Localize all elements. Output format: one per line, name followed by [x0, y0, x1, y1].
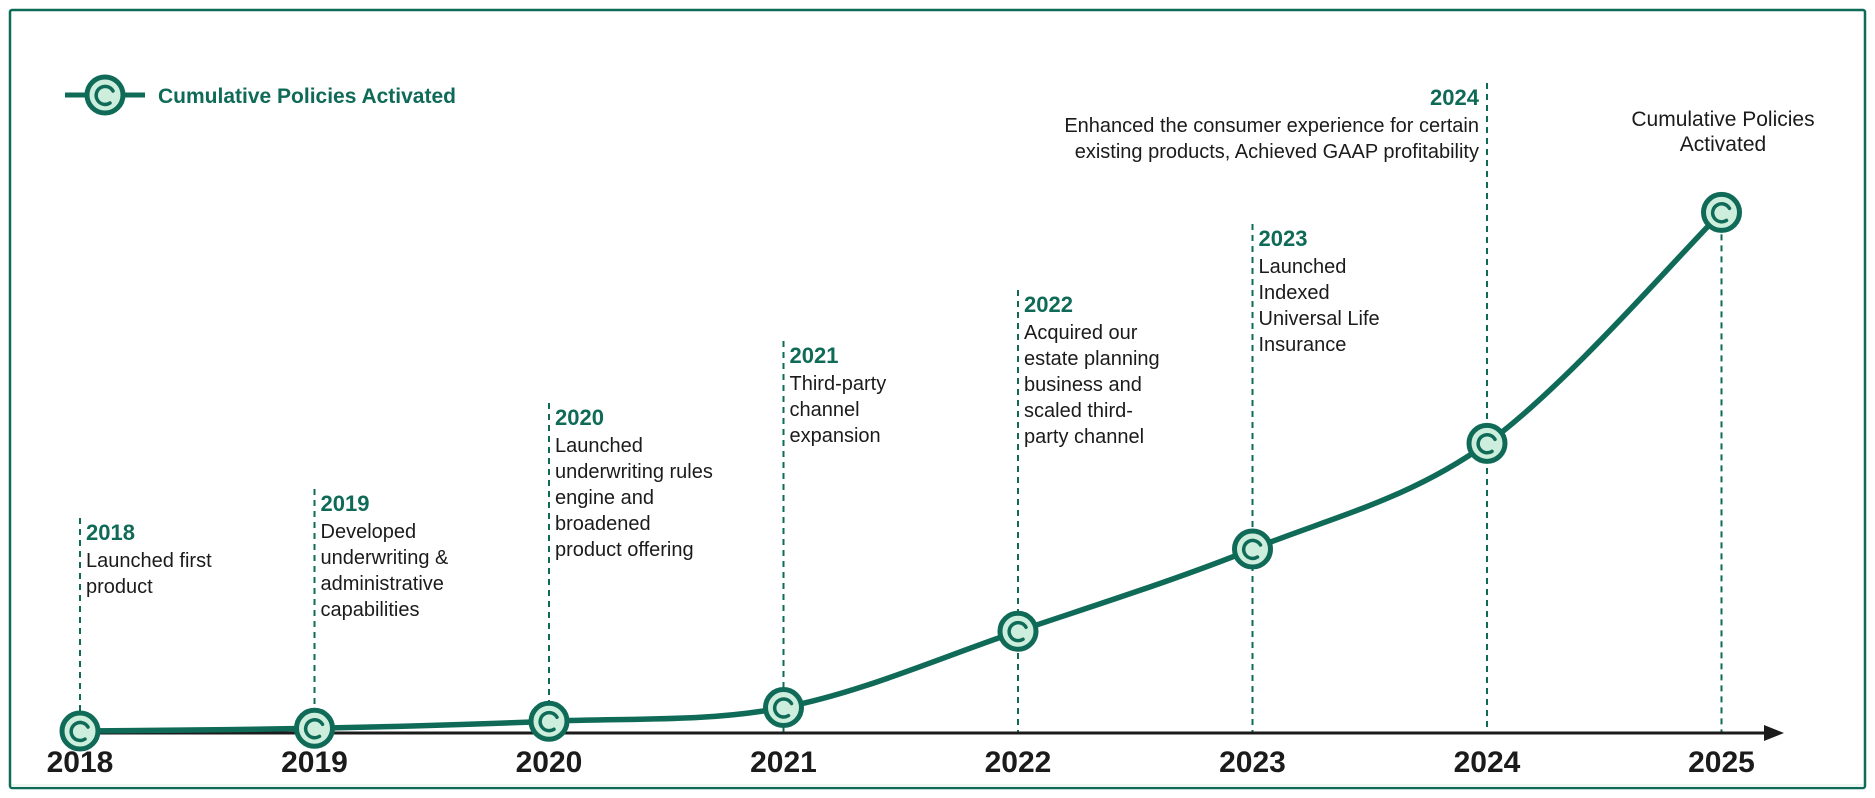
event-year-2023: 2023 [1259, 226, 1308, 251]
data-point-2024 [1466, 422, 1508, 464]
legend-marker-swirl [94, 84, 115, 107]
swirl-icon [69, 720, 90, 743]
swirl-icon [1241, 538, 1263, 561]
data-point-marker [59, 710, 101, 752]
event-year-2019: 2019 [321, 491, 370, 516]
event-year-2022: 2022 [1024, 292, 1073, 317]
event-text-2020-2: underwriting rules [555, 461, 713, 483]
data-point-marker [528, 700, 570, 742]
event-text-2021-3: expansion [790, 425, 881, 447]
data-point-2023 [1232, 528, 1273, 570]
event-dashed-lines [79, 83, 1723, 733]
data-point-2018 [59, 710, 101, 752]
swirl-icon [1710, 202, 1732, 224]
event-text-2023-1: Launched [1259, 256, 1347, 278]
event-text-2023-2: Indexed [1259, 282, 1330, 304]
data-point-marker [763, 687, 804, 729]
swirl-icon [303, 717, 325, 740]
swirl-icon [1476, 433, 1497, 455]
legend-marker [84, 74, 126, 116]
x-tick-label-2020: 2020 [516, 746, 583, 779]
frame-border [8, 8, 1867, 790]
event-text-2022-5: party channel [1024, 426, 1144, 448]
event-text-2019-3: administrative [321, 573, 444, 595]
data-point-marker [997, 610, 1039, 652]
event-text-2020-4: broadened [555, 513, 651, 535]
event-text-2020-3: engine and [555, 487, 654, 509]
data-point-marker [1232, 528, 1273, 570]
event-text-2019-1: Developed [321, 521, 417, 543]
x-tick-label-2019: 2019 [281, 746, 348, 779]
swirl-icon [538, 710, 559, 733]
event-year-2020: 2020 [555, 405, 604, 430]
x-tick-label-2024: 2024 [1454, 746, 1521, 779]
event-year-2018: 2018 [86, 520, 135, 545]
event-text-2023-4: Insurance [1259, 334, 1347, 356]
data-point-marker [1701, 191, 1742, 233]
x-tick-label-2025: 2025 [1688, 746, 1755, 779]
event-text-2019-2: underwriting & [321, 547, 450, 569]
event-text-2018-2: product [86, 576, 153, 598]
event-text-2022-3: business and [1024, 374, 1142, 396]
data-point-2020 [528, 700, 570, 742]
event-text-2023-3: Universal Life [1259, 308, 1380, 330]
event-text-2021-2: channel [790, 399, 860, 421]
data-point-marker [1466, 422, 1508, 464]
event-text-2022-2: estate planning [1024, 348, 1160, 370]
end-label-line-1: Cumulative Policies [1631, 108, 1814, 131]
swirl-icon [1007, 620, 1028, 643]
end-label-line-2: Activated [1680, 133, 1766, 156]
event-text-2020-1: Launched [555, 435, 643, 457]
event-year-2021: 2021 [790, 343, 839, 368]
event-text-2020-5: product offering [555, 539, 694, 561]
data-point-2022 [997, 610, 1039, 652]
bottom-band [11, 784, 1864, 787]
event-text-2018-1: Launched first [86, 550, 212, 572]
series-markers [59, 191, 1742, 752]
x-tick-label-2022: 2022 [985, 746, 1052, 779]
x-axis: 2018 2019 2020 2021 2022 2023 2024 2025 [47, 725, 1784, 779]
series-line-path [79, 210, 1724, 734]
event-text-2024-1: Enhanced the consumer experience for cer… [1064, 115, 1479, 137]
event-text-2022-1: Acquired our [1024, 322, 1138, 344]
data-point-2021 [763, 687, 804, 729]
data-point-marker [294, 707, 335, 749]
event-text-2022-4: scaled third- [1024, 400, 1133, 422]
series-line [79, 210, 1724, 734]
x-tick-label-2023: 2023 [1219, 746, 1286, 779]
swirl-icon [772, 697, 794, 719]
x-axis-arrow-icon [1764, 725, 1784, 741]
event-text-2019-4: capabilities [321, 599, 420, 621]
x-tick-label-2021: 2021 [750, 746, 817, 779]
event-text-2021-1: Third-party [790, 373, 887, 395]
end-label: Cumulative Policies Activated [1631, 108, 1814, 156]
data-point-2019 [294, 707, 335, 749]
data-point-2025 [1701, 191, 1742, 233]
event-annotations: 2018 Launched first product 2019 Developed un… [86, 85, 1480, 621]
legend-label: Cumulative Policies Activated [158, 85, 456, 108]
event-text-2024-2: existing products, Achieved GAAP profita… [1075, 141, 1479, 163]
event-year-2024: 2024 [1430, 85, 1480, 110]
legend: Cumulative Policies Activated [65, 74, 456, 116]
